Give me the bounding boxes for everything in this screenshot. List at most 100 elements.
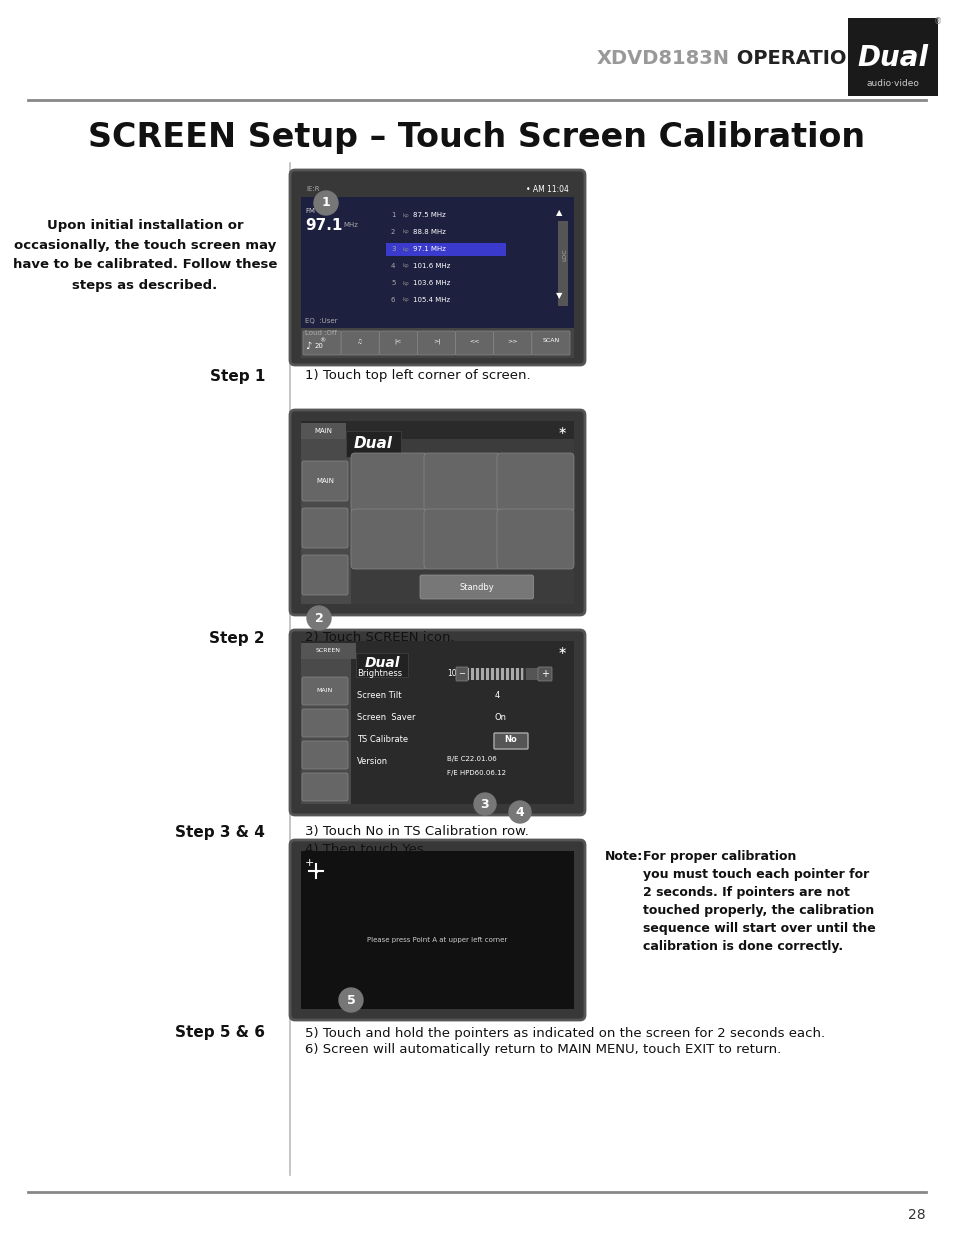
Text: kp: kp (402, 212, 410, 217)
Circle shape (474, 793, 496, 815)
Text: 6: 6 (391, 296, 395, 303)
Text: 1: 1 (321, 196, 330, 210)
FancyBboxPatch shape (456, 331, 494, 354)
Text: SCAN: SCAN (541, 338, 559, 343)
Text: Step 3 & 4: Step 3 & 4 (175, 825, 265, 840)
Text: OPERATION: OPERATION (729, 48, 862, 68)
Text: ®: ® (933, 17, 942, 26)
Text: Dual: Dual (364, 656, 399, 671)
Text: 28: 28 (907, 1208, 925, 1221)
Text: kp: kp (402, 280, 410, 285)
Text: >>: >> (507, 338, 517, 343)
Bar (478, 668, 480, 680)
Text: 20: 20 (314, 343, 323, 350)
Text: LOC: LOC (561, 248, 566, 262)
Bar (523, 668, 525, 680)
Circle shape (314, 191, 337, 215)
Text: +: + (305, 858, 314, 868)
FancyBboxPatch shape (497, 453, 574, 513)
FancyBboxPatch shape (290, 170, 584, 366)
Bar (301, 182, 574, 329)
FancyBboxPatch shape (302, 461, 348, 501)
Text: Version: Version (356, 757, 388, 767)
Bar (301, 182, 574, 198)
Text: 2) Touch SCREEN icon.: 2) Touch SCREEN icon. (305, 631, 455, 645)
Text: ♪: ♪ (305, 341, 311, 351)
Text: Step 1: Step 1 (210, 368, 265, 384)
Bar (468, 668, 537, 680)
Bar (301, 851, 574, 1009)
Text: 6) Screen will automatically return to MAIN MENU, touch EXIT to return.: 6) Screen will automatically return to M… (305, 1044, 781, 1056)
Text: TS Calibrate: TS Calibrate (356, 736, 408, 745)
FancyBboxPatch shape (302, 677, 348, 705)
Text: Brightness: Brightness (356, 669, 402, 678)
Bar (301, 421, 574, 438)
Text: |<: |< (395, 338, 401, 343)
Text: ∗: ∗ (557, 426, 566, 436)
FancyBboxPatch shape (346, 431, 400, 457)
FancyBboxPatch shape (302, 741, 348, 769)
FancyBboxPatch shape (303, 331, 341, 354)
Bar (514, 668, 516, 680)
Text: <<: << (469, 338, 479, 343)
Text: Upon initial installation or
occasionally, the touch screen may
have to be calib: Upon initial installation or occasionall… (12, 219, 277, 291)
Text: ♫: ♫ (357, 338, 363, 343)
Text: 103.6 MHz: 103.6 MHz (413, 280, 450, 287)
FancyBboxPatch shape (417, 331, 456, 354)
Text: 105.4 MHz: 105.4 MHz (413, 296, 450, 303)
Text: Please press Point A at upper left corner: Please press Point A at upper left corne… (367, 937, 507, 944)
Text: Standby: Standby (459, 583, 494, 592)
Text: 5) Touch and hold the pointers as indicated on the screen for 2 seconds each.: 5) Touch and hold the pointers as indica… (305, 1026, 824, 1040)
Bar (301, 641, 574, 659)
Text: 5: 5 (346, 993, 355, 1007)
FancyBboxPatch shape (847, 19, 937, 96)
Text: 3: 3 (391, 246, 395, 252)
Text: 5: 5 (391, 280, 395, 287)
Text: EQ  :User: EQ :User (305, 317, 337, 324)
Bar (503, 668, 505, 680)
Text: 101.6 MHz: 101.6 MHz (413, 263, 450, 269)
Text: Loud :Off: Loud :Off (305, 330, 336, 336)
Text: ▲: ▲ (556, 209, 562, 217)
Text: >|: >| (433, 338, 439, 343)
Text: IE:R: IE:R (306, 186, 319, 191)
FancyBboxPatch shape (419, 576, 533, 599)
Circle shape (338, 988, 363, 1011)
FancyBboxPatch shape (290, 840, 584, 1020)
Text: ▼: ▼ (556, 291, 562, 300)
Text: MAIN: MAIN (316, 688, 333, 694)
Bar (301, 438, 351, 604)
Text: 4: 4 (391, 263, 395, 269)
Circle shape (509, 802, 531, 823)
Bar (474, 668, 476, 680)
Text: MAIN: MAIN (314, 429, 332, 433)
Text: ®: ® (318, 338, 325, 343)
Text: −: − (458, 669, 465, 678)
FancyBboxPatch shape (302, 508, 348, 548)
Text: 3: 3 (480, 798, 489, 810)
FancyBboxPatch shape (351, 453, 428, 513)
Bar (301, 329, 574, 358)
Text: 2: 2 (314, 611, 323, 625)
Text: 97.1 MHz: 97.1 MHz (413, 246, 445, 252)
FancyBboxPatch shape (494, 734, 527, 748)
Text: B/E C22.01.06: B/E C22.01.06 (447, 756, 497, 762)
Circle shape (307, 606, 331, 630)
FancyBboxPatch shape (302, 709, 348, 737)
FancyBboxPatch shape (301, 424, 346, 438)
Bar (498, 668, 500, 680)
Text: 88.8 MHz: 88.8 MHz (413, 228, 445, 235)
Text: kp: kp (402, 263, 410, 268)
Text: 1: 1 (391, 212, 395, 219)
Text: Screen Tilt: Screen Tilt (356, 692, 401, 700)
FancyBboxPatch shape (456, 667, 468, 680)
Text: kp: kp (402, 298, 410, 303)
FancyBboxPatch shape (351, 509, 428, 569)
Text: 97.1: 97.1 (305, 217, 342, 232)
FancyBboxPatch shape (301, 643, 355, 659)
Text: Dual: Dual (857, 44, 927, 72)
FancyBboxPatch shape (494, 331, 532, 354)
Text: No: No (504, 736, 517, 745)
Text: Screen  Saver: Screen Saver (356, 714, 416, 722)
Text: Note:: Note: (604, 850, 642, 863)
